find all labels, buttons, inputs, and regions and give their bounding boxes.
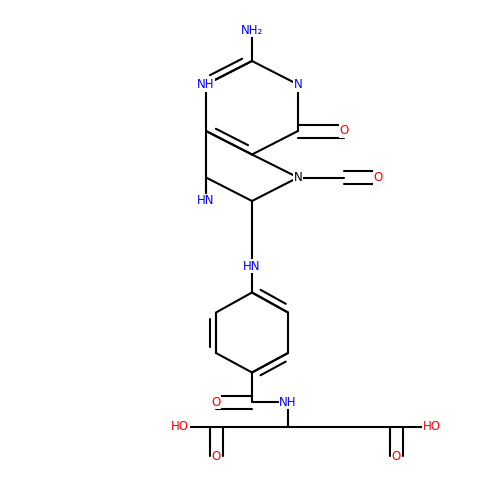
Text: N: N [294, 171, 302, 184]
Text: O: O [374, 171, 382, 184]
Text: O: O [212, 450, 220, 462]
Text: O: O [392, 450, 400, 462]
Text: NH₂: NH₂ [241, 24, 263, 36]
Text: HO: HO [423, 420, 441, 433]
Text: HN: HN [197, 194, 215, 207]
Text: HN: HN [243, 260, 261, 272]
Text: N: N [294, 78, 302, 91]
Text: NH: NH [197, 78, 215, 91]
Text: HO: HO [171, 420, 189, 433]
Text: O: O [340, 124, 348, 138]
Text: NH: NH [279, 396, 297, 408]
Text: O: O [212, 396, 220, 408]
